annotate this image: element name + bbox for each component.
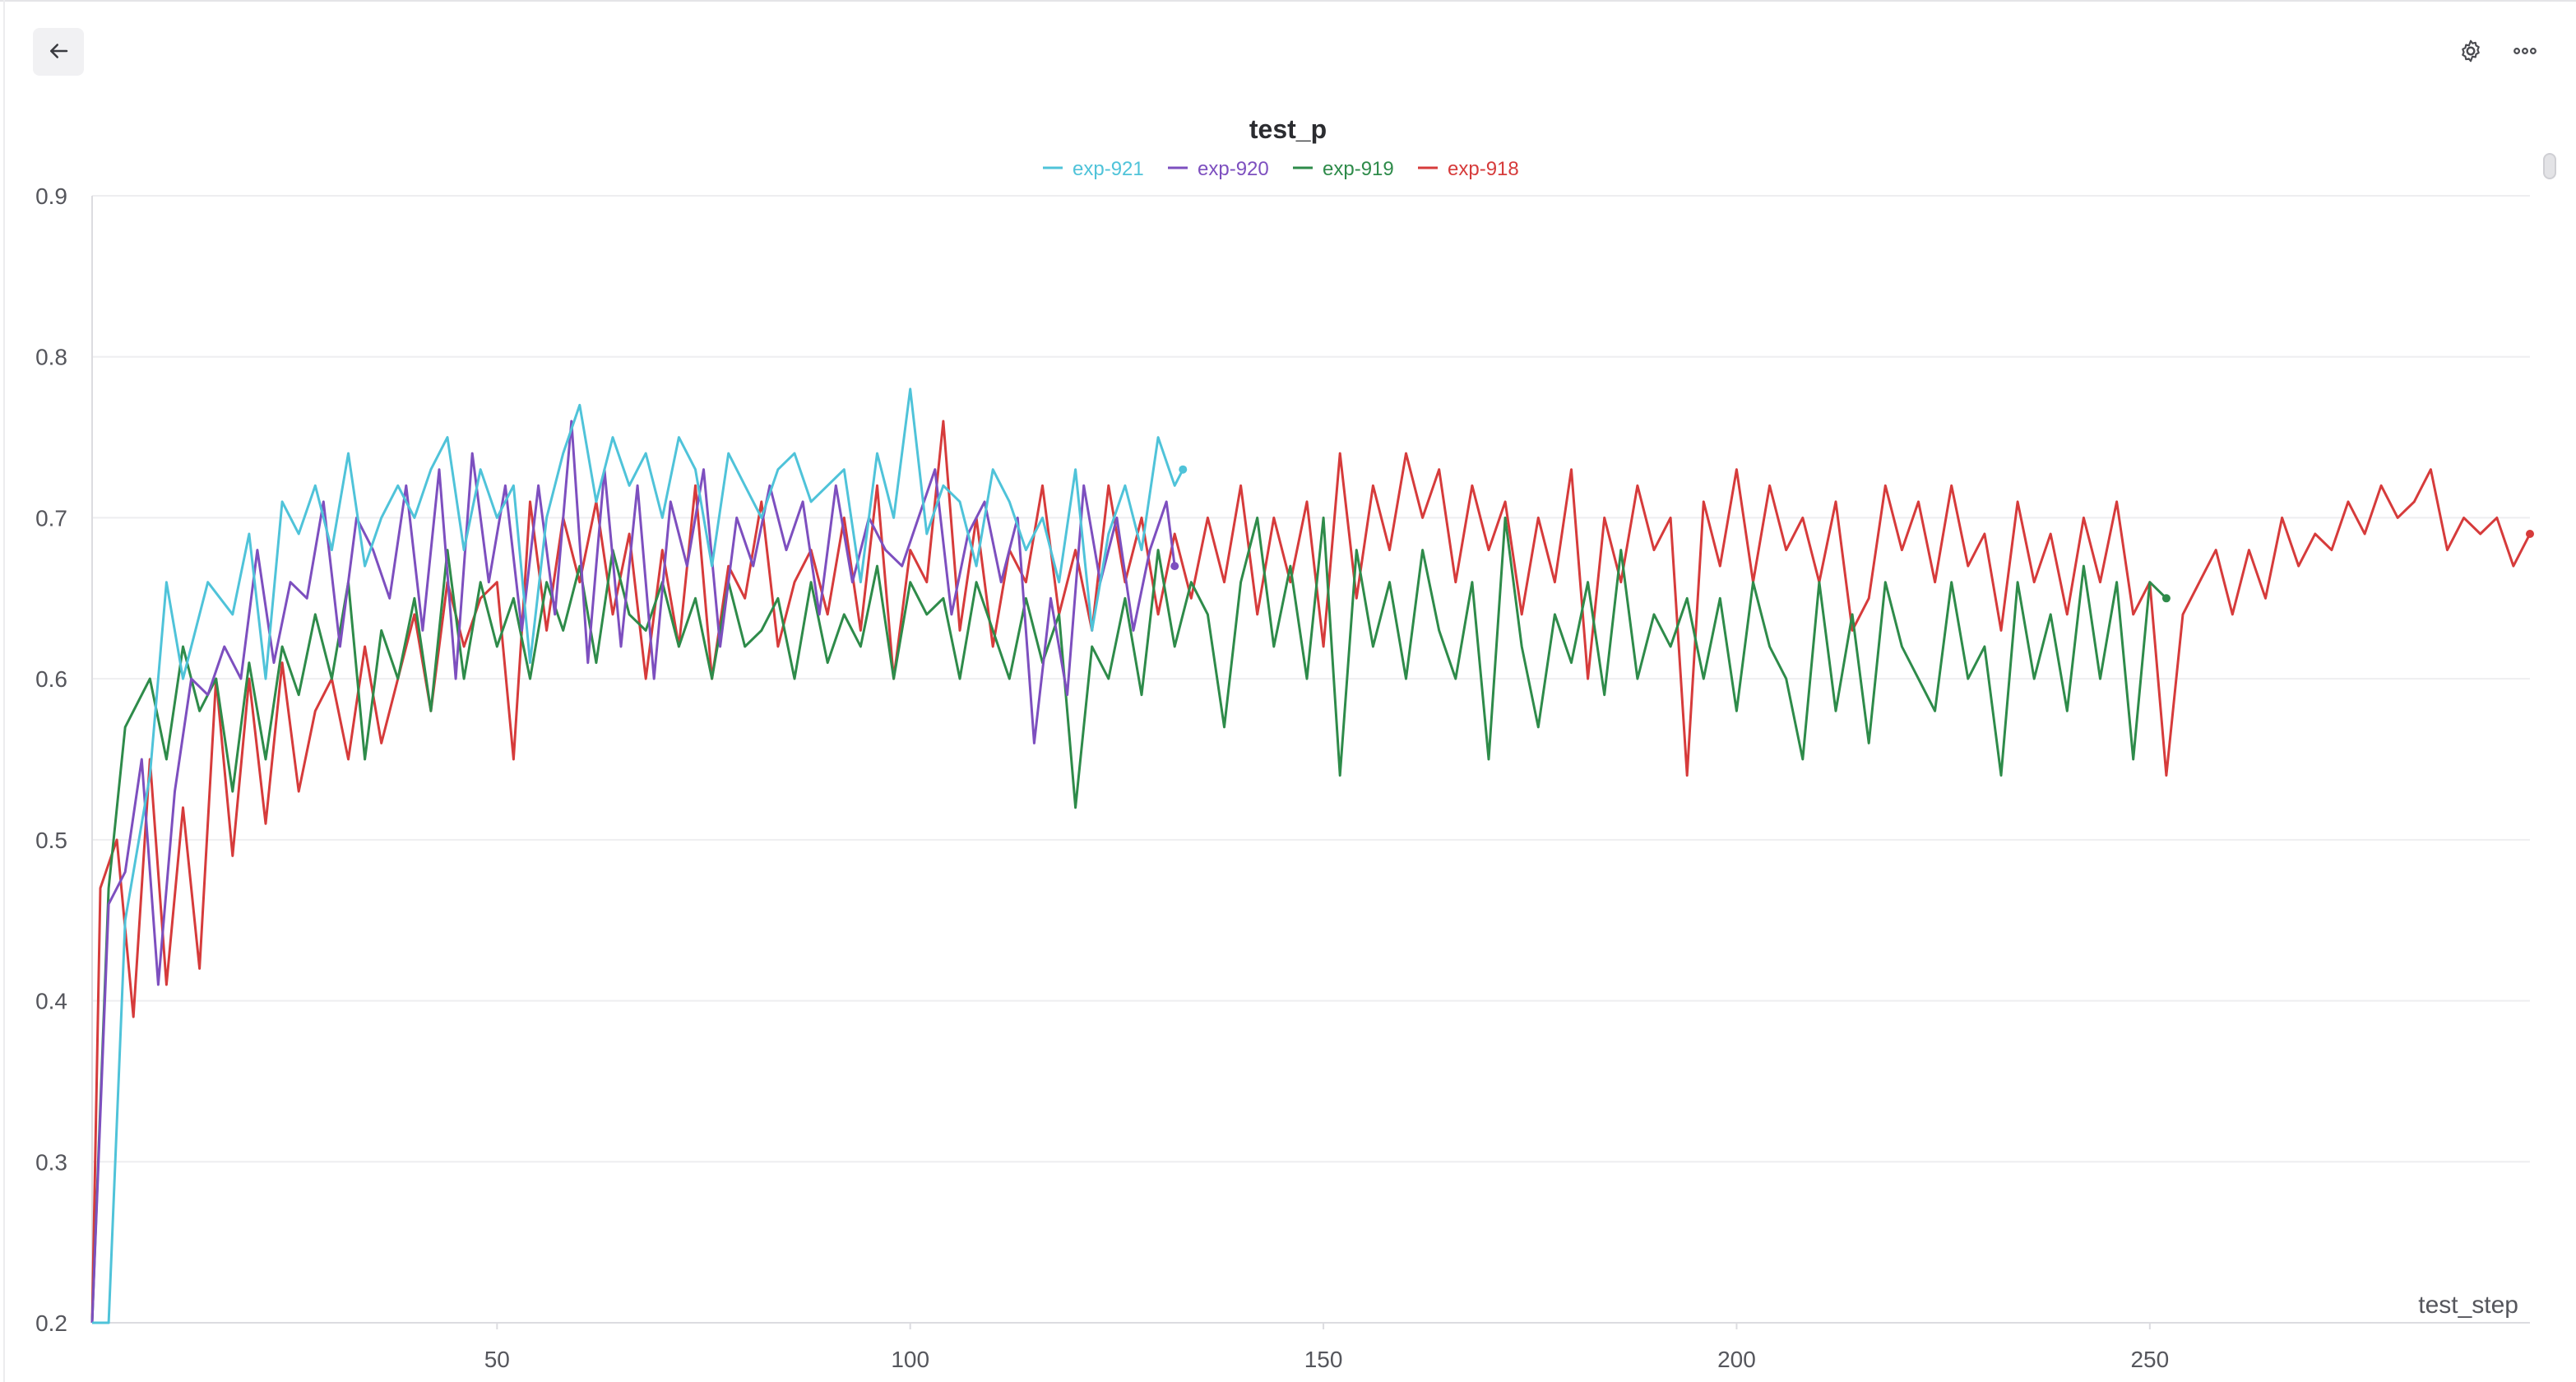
series-endpoint-exp-921 — [1179, 465, 1188, 474]
grid-lines — [92, 195, 2530, 1324]
y-tick-label: 0.6 — [35, 666, 67, 692]
y-axis-ticks: 0.2 0.3 0.4 0.5 0.6 0.7 0.8 0.9 — [35, 183, 67, 1336]
back-button[interactable] — [33, 28, 84, 76]
legend-label: exp-921 — [1073, 158, 1144, 180]
panel-left-border — [3, 0, 5, 1382]
series-line-exp-920[interactable] — [90, 420, 1176, 1324]
legend-item-exp-920[interactable]: exp-920 — [1168, 158, 1269, 180]
x-axis-ticks: 50 100 150 200 250 — [484, 1323, 2169, 1372]
series-line-exp-919[interactable] — [90, 516, 2167, 1324]
settings-button[interactable] — [2453, 35, 2489, 71]
axes — [91, 196, 2530, 1324]
legend-label: exp-920 — [1198, 158, 1269, 180]
x-tick-label: 50 — [484, 1347, 510, 1372]
legend-item-exp-921[interactable]: exp-921 — [1043, 158, 1144, 180]
x-tick-label: 200 — [1717, 1347, 1756, 1372]
panel-top-border — [0, 0, 2576, 2]
x-tick-label: 250 — [2130, 1347, 2169, 1372]
series-line-exp-921[interactable] — [92, 387, 1184, 1324]
y-tick-label: 0.2 — [35, 1310, 67, 1336]
series-endpoint-exp-918 — [2526, 530, 2534, 538]
y-tick-label: 0.3 — [35, 1149, 67, 1175]
x-tick-label: 150 — [1304, 1347, 1343, 1372]
series-line-exp-918[interactable] — [90, 420, 2532, 1324]
series-endpoint-exp-920 — [1170, 562, 1179, 571]
y-tick-label: 0.7 — [35, 505, 67, 531]
gear-icon — [2458, 38, 2484, 68]
legend-label: exp-918 — [1448, 158, 1519, 180]
legend[interactable]: exp-921 exp-920 exp-919 exp-918 — [1043, 158, 1519, 180]
legend-scrollbar[interactable] — [2543, 153, 2556, 179]
more-horizontal-icon — [2511, 37, 2539, 69]
series-lines — [90, 387, 2534, 1324]
more-options-button[interactable] — [2507, 35, 2543, 71]
y-tick-label: 0.4 — [35, 989, 67, 1014]
arrow-left-icon — [46, 39, 71, 66]
series-endpoint-exp-919 — [2161, 594, 2171, 603]
legend-label: exp-919 — [1323, 158, 1394, 180]
x-tick-label: 100 — [891, 1347, 929, 1372]
y-tick-label: 0.9 — [35, 183, 67, 209]
x-axis-label: test_step — [2418, 1292, 2518, 1319]
y-tick-label: 0.5 — [35, 828, 67, 853]
chart-title: test_p — [1249, 114, 1327, 144]
legend-item-exp-919[interactable]: exp-919 — [1293, 158, 1394, 180]
legend-item-exp-918[interactable]: exp-918 — [1418, 158, 1519, 180]
y-tick-label: 0.8 — [35, 345, 67, 370]
